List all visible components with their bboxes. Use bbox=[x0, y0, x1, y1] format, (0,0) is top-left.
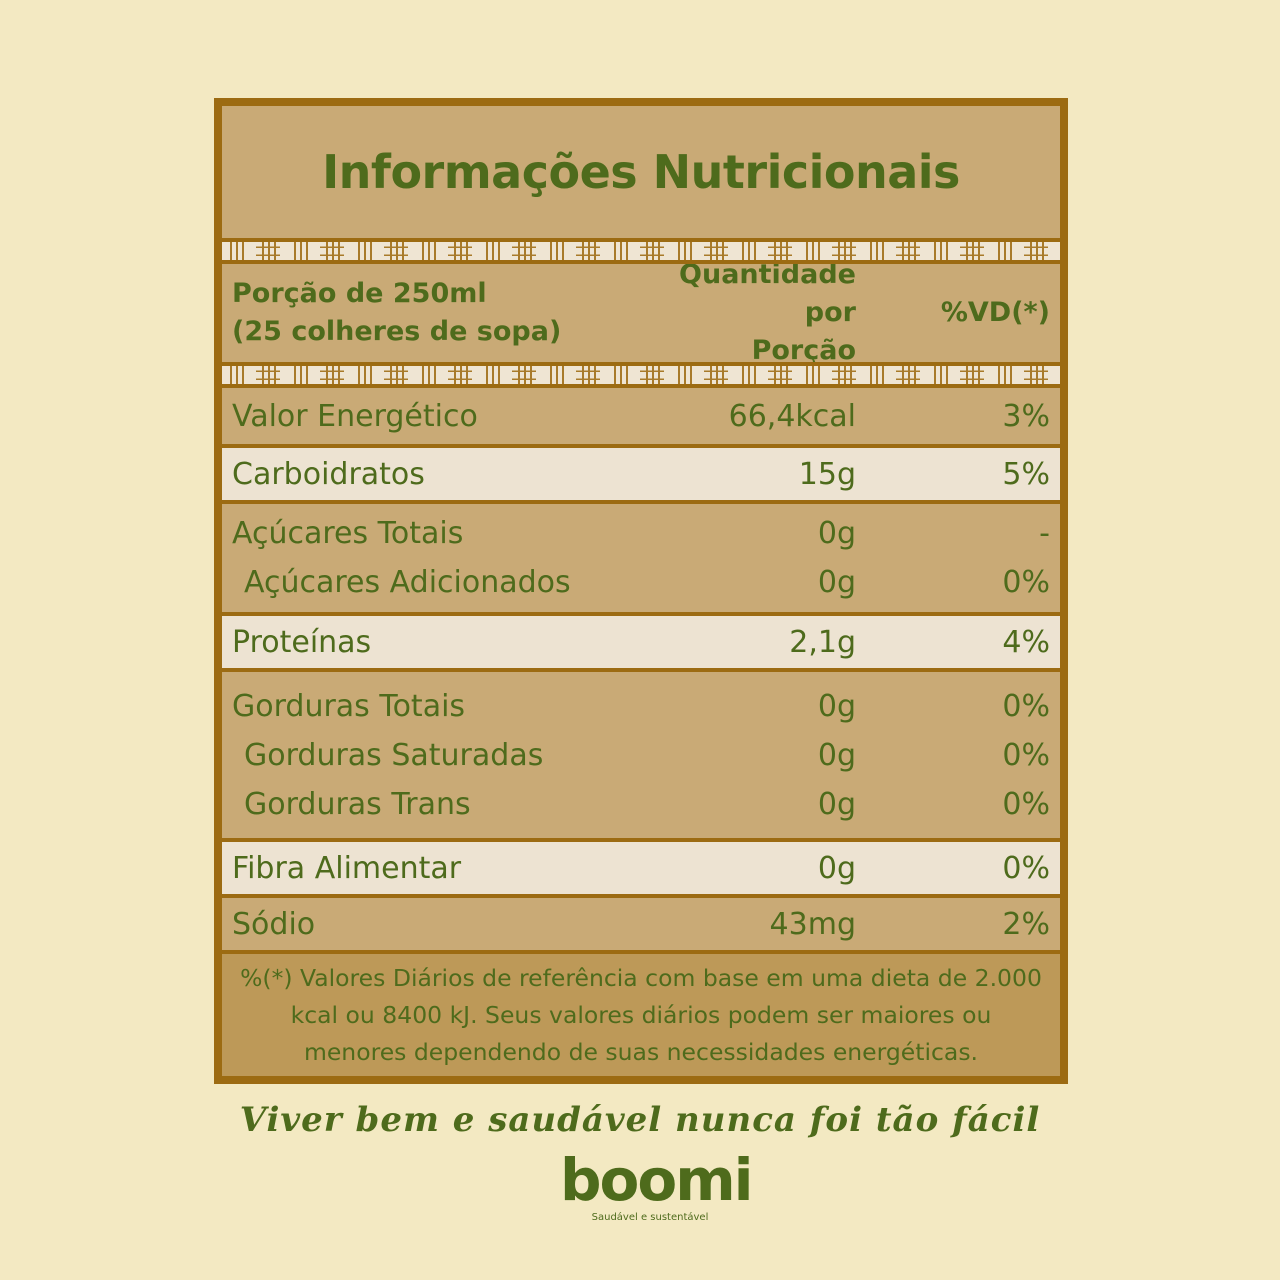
decorative-pattern-band bbox=[222, 362, 1060, 388]
nutrient-amount: 0g bbox=[817, 786, 856, 822]
nutrient-group: Açúcares Totais 0g - Açúcares Adicionados 0g… bbox=[222, 500, 1060, 612]
nutrient-row: Proteínas 2,1g 4% bbox=[222, 618, 1060, 667]
nutrient-row: Valor Energético 66,4kcal 3% bbox=[222, 392, 1060, 441]
nutrient-row: Fibra Alimentar 0g 0% bbox=[222, 844, 1060, 893]
nutrient-group: Proteínas 2,1g 4% bbox=[222, 612, 1060, 668]
nutrient-row: Sódio 43mg 2% bbox=[222, 900, 1060, 949]
brand-tagline: Saudável e sustentável bbox=[591, 1212, 709, 1223]
nutrition-facts-label: Informações Nutricionais Porção de 250ml… bbox=[214, 98, 1068, 1084]
nutrient-dv: 2% bbox=[1002, 906, 1050, 942]
nutrient-name: Gorduras Saturadas bbox=[244, 737, 544, 773]
nutrient-name: Gorduras Totais bbox=[232, 688, 466, 724]
nutrient-group: Sódio 43mg 2% bbox=[222, 894, 1060, 950]
nutrient-amount: 0g bbox=[817, 737, 856, 773]
nutrient-group: Fibra Alimentar 0g 0% bbox=[222, 838, 1060, 894]
nutrient-name: Sódio bbox=[232, 906, 316, 942]
brand-name: boomi bbox=[560, 1146, 754, 1214]
nutrient-name: Carboidratos bbox=[232, 456, 425, 492]
portion-size: Porção de 250ml bbox=[232, 278, 487, 309]
nutrient-amount: 0g bbox=[817, 688, 856, 724]
nutrient-name: Açúcares Adicionados bbox=[244, 565, 571, 600]
label-title: Informações Nutricionais bbox=[322, 145, 960, 199]
quantity-header: Quantidade por Porção bbox=[622, 256, 856, 370]
nutrient-row: Gorduras Trans 0g 0% bbox=[222, 780, 1060, 829]
portion-measure: (25 colheres de sopa) bbox=[232, 316, 562, 347]
portion-header: Porção de 250ml (25 colheres de sopa) bbox=[222, 275, 622, 351]
nutrient-row: Carboidratos 15g 5% bbox=[222, 450, 1060, 499]
slogan: Viver bem e saudável nunca foi tão fácil bbox=[239, 1100, 1041, 1140]
quantity-header-line2: Porção bbox=[751, 335, 856, 366]
nutrient-group: Carboidratos 15g 5% bbox=[222, 444, 1060, 500]
nutrient-row: Gorduras Saturadas 0g 0% bbox=[222, 731, 1060, 780]
nutrient-dv: 0% bbox=[1002, 737, 1050, 773]
nutrient-dv: 0% bbox=[1002, 565, 1050, 600]
nutrient-dv: 0% bbox=[1002, 786, 1050, 822]
nutrient-amount: 0g bbox=[817, 565, 856, 600]
quantity-header-line1: Quantidade por bbox=[679, 259, 856, 328]
nutrient-name: Valor Energético bbox=[232, 398, 478, 434]
dv-header: %VD(*) bbox=[940, 297, 1050, 328]
nutrient-amount: 66,4kcal bbox=[728, 398, 856, 434]
nutrient-amount: 2,1g bbox=[789, 624, 856, 660]
nutrient-name: Açúcares Totais bbox=[232, 516, 464, 551]
nutrient-dv: - bbox=[1039, 516, 1050, 551]
nutrient-name: Fibra Alimentar bbox=[232, 850, 462, 886]
nutrient-rows: Valor Energético 66,4kcal 3% Carboidratos 15… bbox=[222, 388, 1060, 950]
decorative-pattern-band bbox=[222, 238, 1060, 264]
nutrient-amount: 43mg bbox=[769, 906, 856, 942]
nutrient-name: Gorduras Trans bbox=[244, 786, 471, 822]
nutrient-group: Gorduras Totais 0g 0% Gorduras Saturadas 0g 0… bbox=[222, 668, 1060, 838]
table-header: Porção de 250ml (25 colheres de sopa) Qu… bbox=[222, 259, 1060, 366]
nutrient-dv: 3% bbox=[1002, 398, 1050, 434]
footnote: %(*) Valores Diários de referência com b… bbox=[222, 950, 1060, 1076]
nutrient-dv: 5% bbox=[1002, 456, 1050, 492]
nutrient-dv: 4% bbox=[1002, 624, 1050, 660]
nutrient-amount: 15g bbox=[798, 456, 856, 492]
nutrient-row: Gorduras Totais 0g 0% bbox=[222, 682, 1060, 731]
nutrient-amount: 0g bbox=[817, 850, 856, 886]
nutrient-amount: 0g bbox=[817, 516, 856, 551]
nutrient-name: Proteínas bbox=[232, 624, 372, 660]
nutrient-group: Valor Energético 66,4kcal 3% bbox=[222, 388, 1060, 444]
nutrient-row: Açúcares Adicionados 0g 0% bbox=[222, 558, 1060, 607]
nutrient-row: Açúcares Totais 0g - bbox=[222, 509, 1060, 558]
nutrient-dv: 0% bbox=[1002, 850, 1050, 886]
brand-logo: boomi Saudável e sustentável bbox=[560, 1146, 754, 1223]
nutrient-dv: 0% bbox=[1002, 688, 1050, 724]
